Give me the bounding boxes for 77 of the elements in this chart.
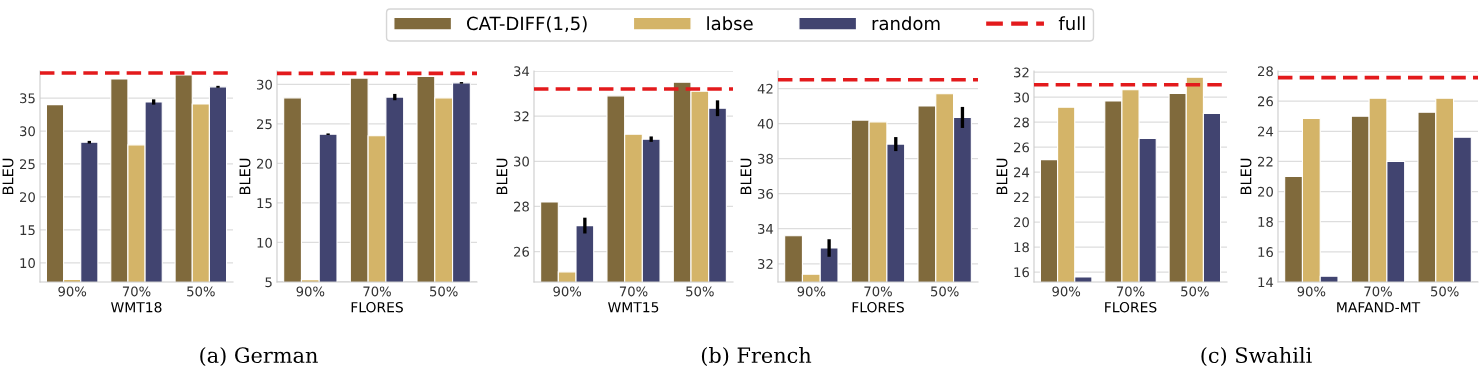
x-axis-title: FLORES (1105, 301, 1157, 313)
y-tick-label: 32 (1014, 67, 1029, 78)
y-tick-label: 38 (758, 153, 773, 164)
y-tick-label: 25 (257, 119, 272, 130)
y-tick-label: 15 (20, 225, 35, 236)
y-axis-title: BLEU (740, 158, 752, 195)
y-tick-label: 30 (514, 156, 529, 167)
x-tick-label: 90% (797, 286, 826, 297)
x-tick-label: 70% (122, 286, 151, 297)
y-tick-label: 32 (514, 111, 529, 122)
x-tick-label: 90% (1297, 286, 1326, 297)
y-tick-label: 36 (758, 188, 773, 199)
text: (a) German (200, 346, 318, 366)
x-tick-label: 50% (1431, 286, 1459, 297)
legend-label: full (1058, 16, 1085, 31)
y-axis-title: BLEU (996, 158, 1008, 195)
legend-label: labse (707, 16, 753, 31)
y-axis-title: BLEU (496, 158, 508, 195)
x-tick-label: 50% (686, 286, 714, 297)
y-tick-label: 24 (1258, 126, 1274, 137)
x-tick-label: 70% (1364, 286, 1392, 297)
x-tick-label: 50% (187, 286, 215, 297)
y-tick-label: 26 (1014, 142, 1029, 153)
y-tick-label: 20 (257, 158, 272, 169)
text: (c) Swahili (1201, 346, 1312, 366)
legend-label: random (872, 16, 940, 31)
y-tick-label: 20 (1258, 186, 1273, 197)
y-tick-label: 24 (1014, 167, 1030, 178)
y-tick-label: 30 (20, 126, 35, 137)
x-axis-title: MAFAND-MT (1337, 302, 1421, 313)
text: (b) French (701, 346, 812, 366)
y-tick-label: 26 (514, 246, 529, 257)
x-tick-label: 50% (430, 286, 458, 297)
x-tick-label: 70% (363, 286, 391, 297)
y-tick-label: 28 (1258, 66, 1273, 77)
y-tick-label: 5 (265, 277, 272, 288)
y-tick-label: 35 (20, 93, 35, 104)
x-tick-label: 70% (864, 286, 892, 297)
y-tick-label: 10 (257, 237, 272, 248)
y-tick-label: 22 (1014, 192, 1029, 203)
x-tick-label: 90% (1052, 286, 1081, 297)
y-tick-label: 16 (1014, 267, 1029, 278)
x-axis-title: FLORES (852, 301, 904, 313)
x-tick-label: 90% (58, 286, 87, 297)
y-tick-label: 25 (20, 159, 35, 170)
x-tick-label: 90% (296, 286, 325, 297)
y-tick-label: 34 (514, 66, 530, 77)
y-tick-label: 15 (257, 198, 272, 209)
y-tick-label: 30 (257, 79, 272, 90)
y-tick-label: 26 (1258, 96, 1273, 107)
x-axis-title: WMT18 (111, 301, 162, 313)
x-axis-title: WMT15 (608, 302, 659, 313)
y-tick-label: 20 (1014, 217, 1029, 228)
y-tick-label: 34 (758, 223, 774, 234)
x-tick-label: 90% (553, 286, 582, 297)
x-tick-label: 50% (931, 286, 959, 297)
y-tick-label: 10 (20, 258, 35, 269)
y-tick-label: 40 (757, 118, 773, 129)
y-tick-label: 16 (1258, 247, 1273, 258)
y-tick-label: 28 (1014, 117, 1029, 128)
y-tick-label: 18 (1014, 242, 1029, 253)
y-tick-label: 20 (20, 192, 35, 203)
x-tick-label: 50% (1181, 286, 1209, 297)
x-tick-label: 70% (1116, 286, 1145, 297)
y-tick-label: 18 (1258, 216, 1273, 227)
legend-label: CAT-DIFF(1,5) (467, 16, 587, 33)
y-tick-label: 14 (1258, 277, 1274, 288)
y-tick-label: 42 (757, 83, 773, 94)
y-tick-label: 32 (758, 258, 773, 269)
y-tick-label: 22 (1258, 156, 1273, 167)
y-axis-title: BLEU (239, 158, 251, 195)
x-axis-title: FLORES (351, 301, 403, 313)
y-axis-title: BLEU (1240, 158, 1252, 195)
x-tick-label: 70% (619, 286, 648, 297)
y-axis-title: BLEU (2, 158, 14, 195)
y-tick-label: 28 (514, 201, 529, 212)
y-tick-label: 30 (1014, 92, 1029, 103)
